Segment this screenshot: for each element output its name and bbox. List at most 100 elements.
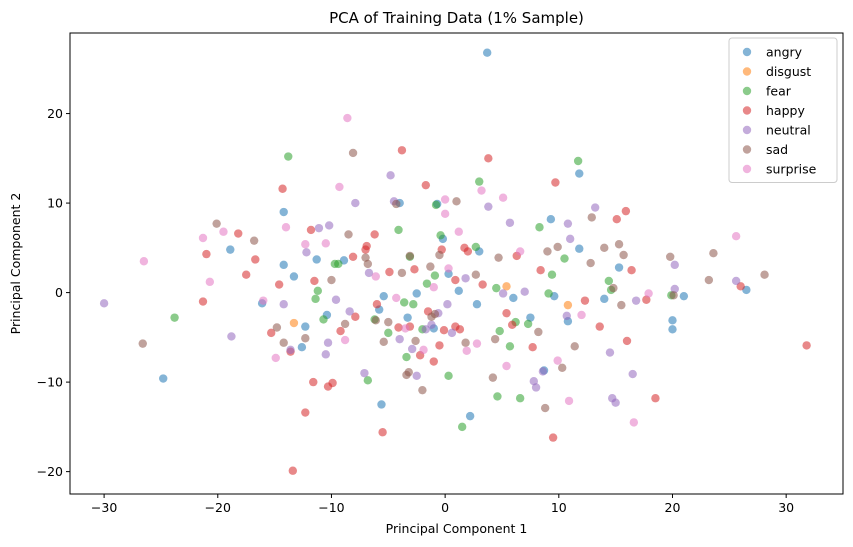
data-point bbox=[447, 328, 457, 338]
data-point bbox=[484, 154, 493, 163]
data-point bbox=[344, 230, 353, 239]
data-point bbox=[198, 297, 208, 306]
data-point bbox=[538, 367, 548, 376]
data-point bbox=[531, 383, 541, 392]
data-point bbox=[575, 169, 584, 178]
series-sad bbox=[138, 148, 769, 413]
data-point bbox=[267, 328, 276, 338]
data-point bbox=[371, 272, 380, 281]
data-point bbox=[558, 363, 567, 372]
plot-frame bbox=[69, 32, 844, 495]
data-point bbox=[590, 203, 600, 212]
data-point bbox=[340, 319, 350, 329]
data-point bbox=[419, 345, 428, 355]
data-point bbox=[502, 308, 511, 318]
data-point bbox=[138, 339, 147, 348]
data-point bbox=[363, 376, 373, 385]
data-point bbox=[495, 326, 504, 336]
data-point bbox=[302, 248, 311, 257]
data-point bbox=[670, 284, 679, 294]
data-point bbox=[435, 341, 444, 350]
data-point bbox=[562, 311, 571, 321]
data-point bbox=[363, 259, 373, 269]
data-point bbox=[385, 267, 394, 277]
data-point bbox=[595, 322, 604, 331]
data-point bbox=[471, 270, 481, 279]
data-point bbox=[543, 247, 552, 256]
data-point bbox=[472, 339, 482, 348]
data-point bbox=[251, 255, 260, 264]
data-point bbox=[631, 296, 641, 305]
data-point bbox=[407, 344, 417, 354]
x-tick-label: 10 bbox=[551, 500, 567, 515]
data-point bbox=[418, 385, 427, 395]
data-point bbox=[472, 300, 482, 309]
y-tick-label: −20 bbox=[37, 464, 63, 479]
legend-label-surprise: surprise bbox=[766, 162, 817, 177]
data-point bbox=[679, 291, 689, 301]
data-point bbox=[435, 250, 444, 260]
data-point bbox=[668, 325, 677, 334]
data-point bbox=[360, 368, 369, 378]
data-point bbox=[278, 184, 287, 193]
data-point bbox=[668, 316, 677, 325]
data-point bbox=[314, 223, 324, 233]
data-point bbox=[327, 275, 336, 285]
data-point bbox=[454, 227, 463, 236]
data-point bbox=[306, 225, 316, 235]
data-point bbox=[612, 214, 621, 224]
data-point bbox=[397, 146, 407, 155]
legend: angry disgust fear happy neutral sad surprise bbox=[728, 37, 838, 183]
data-point bbox=[573, 156, 583, 166]
legend-marker-happy bbox=[742, 106, 752, 115]
data-point bbox=[281, 223, 291, 232]
data-point bbox=[301, 240, 310, 249]
data-point bbox=[502, 282, 511, 291]
data-point bbox=[492, 283, 501, 293]
data-point bbox=[297, 342, 307, 352]
data-point bbox=[274, 280, 284, 289]
data-point bbox=[709, 249, 718, 258]
data-point bbox=[345, 307, 354, 316]
data-point bbox=[426, 262, 435, 271]
series-neutral bbox=[99, 171, 741, 407]
data-point bbox=[395, 334, 404, 344]
data-point bbox=[540, 403, 550, 413]
data-point bbox=[403, 313, 412, 322]
data-point bbox=[241, 270, 251, 279]
data-point bbox=[226, 245, 235, 254]
data-point bbox=[704, 275, 714, 285]
data-point bbox=[319, 315, 328, 324]
data-point bbox=[289, 272, 299, 281]
data-point bbox=[451, 322, 460, 331]
data-point bbox=[379, 337, 388, 347]
data-point bbox=[404, 368, 413, 377]
x-tick-label: 0 bbox=[441, 500, 449, 515]
data-point bbox=[384, 317, 393, 327]
data-point bbox=[502, 361, 511, 371]
data-point bbox=[515, 247, 525, 256]
data-point bbox=[234, 229, 243, 238]
data-point bbox=[311, 294, 320, 304]
data-point bbox=[570, 342, 579, 351]
data-point bbox=[498, 289, 508, 298]
data-point bbox=[394, 323, 403, 332]
data-point bbox=[586, 258, 595, 268]
data-point bbox=[410, 265, 419, 274]
data-point bbox=[324, 221, 334, 230]
data-point bbox=[614, 263, 624, 272]
data-point bbox=[451, 275, 460, 285]
legend-label-happy: happy bbox=[766, 103, 805, 118]
data-point bbox=[440, 195, 450, 204]
legend-box bbox=[728, 37, 838, 183]
y-axis: −20 −10 0 10 20 bbox=[37, 106, 70, 479]
data-point bbox=[564, 396, 574, 406]
x-tick-label: 20 bbox=[665, 500, 681, 515]
data-point bbox=[271, 353, 280, 363]
data-point bbox=[548, 433, 558, 442]
data-point bbox=[379, 291, 388, 301]
data-point bbox=[409, 300, 418, 309]
x-tick-label: −20 bbox=[205, 500, 231, 515]
data-point bbox=[279, 338, 288, 347]
data-point bbox=[392, 293, 401, 303]
